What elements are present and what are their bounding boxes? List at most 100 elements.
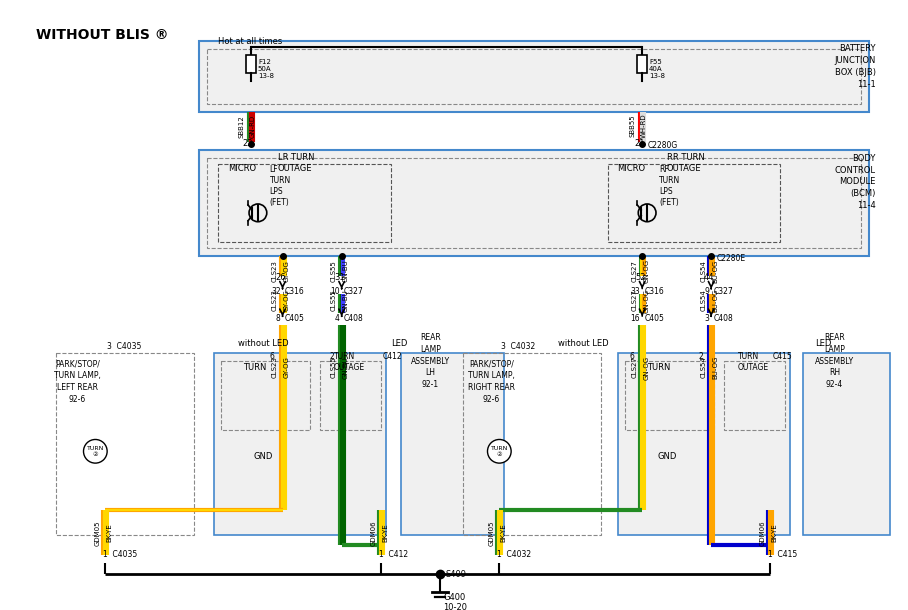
- Text: BU-OG: BU-OG: [712, 289, 718, 312]
- Text: BK-YE: BK-YE: [106, 524, 112, 542]
- Bar: [199, 150, 869, 256]
- Bar: [637, 55, 647, 73]
- Text: TURN: TURN: [243, 364, 267, 373]
- Bar: [320, 361, 381, 429]
- Text: 3  C4032: 3 C4032: [501, 342, 536, 351]
- Text: CLS55: CLS55: [331, 290, 337, 312]
- Bar: [219, 163, 391, 242]
- Text: GN-OG: GN-OG: [643, 356, 649, 379]
- Text: 2: 2: [698, 352, 704, 361]
- Text: CLS23: CLS23: [271, 290, 278, 312]
- Bar: [56, 353, 194, 535]
- Text: TURN
OUTAGE: TURN OUTAGE: [334, 352, 365, 373]
- Text: 1  C415: 1 C415: [768, 550, 797, 559]
- Text: 2: 2: [329, 352, 334, 361]
- Text: CLS54: CLS54: [700, 260, 706, 282]
- Bar: [626, 361, 714, 429]
- Text: GN-BU: GN-BU: [342, 260, 349, 282]
- Bar: [213, 353, 386, 535]
- Text: 3: 3: [705, 314, 709, 323]
- Text: 10: 10: [331, 287, 340, 296]
- Text: GN-OG: GN-OG: [643, 289, 649, 312]
- Text: CLS23: CLS23: [271, 260, 278, 282]
- Text: GY-OG: GY-OG: [283, 260, 290, 282]
- Text: WITHOUT BLIS ®: WITHOUT BLIS ®: [36, 27, 169, 41]
- Bar: [207, 49, 861, 104]
- Text: REAR
LAMP
ASSEMBLY
RH
92-4: REAR LAMP ASSEMBLY RH 92-4: [814, 333, 854, 389]
- Text: 1  C4032: 1 C4032: [498, 550, 531, 559]
- Text: CLS27: CLS27: [631, 290, 637, 312]
- Text: TURN: TURN: [647, 364, 670, 373]
- Text: LED: LED: [391, 339, 408, 348]
- Text: GND: GND: [657, 452, 676, 461]
- Text: 31: 31: [334, 273, 345, 282]
- Text: Hot at all times: Hot at all times: [219, 37, 282, 46]
- Text: REAR
LAMP
ASSEMBLY
LH
92-1: REAR LAMP ASSEMBLY LH 92-1: [410, 333, 449, 389]
- Text: CLS54: CLS54: [700, 357, 706, 378]
- Text: G400
10-20: G400 10-20: [443, 592, 467, 610]
- Text: GND: GND: [253, 452, 272, 461]
- Text: 22: 22: [242, 139, 253, 148]
- Bar: [246, 55, 256, 73]
- Text: C405: C405: [644, 314, 664, 323]
- Text: GN-BU: GN-BU: [342, 289, 349, 312]
- Text: 40A: 40A: [649, 66, 663, 72]
- Text: C316: C316: [284, 287, 304, 296]
- Text: GDM05: GDM05: [94, 520, 100, 546]
- Text: BK-YE: BK-YE: [500, 524, 507, 542]
- Text: 8: 8: [276, 314, 281, 323]
- Bar: [803, 353, 890, 535]
- Text: C316: C316: [644, 287, 664, 296]
- Bar: [617, 353, 790, 535]
- Text: CLS27: CLS27: [631, 260, 637, 282]
- Text: 16: 16: [631, 314, 640, 323]
- Text: 21: 21: [634, 139, 645, 148]
- Text: 4: 4: [335, 314, 340, 323]
- Text: CLS54: CLS54: [700, 290, 706, 312]
- Text: 13-8: 13-8: [258, 73, 274, 79]
- Circle shape: [84, 439, 107, 463]
- Text: PARK/STOP/
TURN LAMP,
RIGHT REAR
92-6: PARK/STOP/ TURN LAMP, RIGHT REAR 92-6: [468, 360, 515, 404]
- Text: CLS55: CLS55: [331, 260, 337, 282]
- Text: 3  C4035: 3 C4035: [107, 342, 142, 351]
- Bar: [222, 361, 311, 429]
- Text: GDM06: GDM06: [370, 520, 376, 546]
- Text: GN-RD: GN-RD: [250, 115, 256, 138]
- Bar: [199, 41, 869, 112]
- Text: GY-OG: GY-OG: [283, 290, 290, 312]
- Text: 9: 9: [705, 287, 709, 296]
- Text: without LED: without LED: [238, 339, 289, 348]
- Text: F12: F12: [258, 59, 271, 65]
- Text: 52: 52: [635, 273, 646, 282]
- Text: 6: 6: [270, 352, 274, 361]
- Text: C408: C408: [713, 314, 733, 323]
- Bar: [724, 361, 785, 429]
- Text: GN-BU: GN-BU: [342, 356, 349, 379]
- Text: LR TURN
OUTAGE: LR TURN OUTAGE: [278, 152, 314, 173]
- Text: C2280G: C2280G: [647, 142, 677, 150]
- Text: GDM06: GDM06: [759, 520, 765, 546]
- Text: CLS23: CLS23: [271, 357, 278, 378]
- Text: 50A: 50A: [258, 66, 271, 72]
- Text: F55: F55: [649, 59, 662, 65]
- Text: GN-OG: GN-OG: [643, 259, 649, 283]
- Text: RF
TURN
LPS
(FET): RF TURN LPS (FET): [659, 165, 680, 207]
- Text: TURN
②: TURN ②: [490, 446, 508, 457]
- Text: CLS27: CLS27: [631, 357, 637, 378]
- Text: 13-8: 13-8: [649, 73, 665, 79]
- Text: 1  C4035: 1 C4035: [104, 550, 137, 559]
- Text: 32: 32: [271, 287, 281, 296]
- Text: MICRO: MICRO: [617, 165, 646, 173]
- Bar: [463, 353, 601, 535]
- Text: SBB55: SBB55: [629, 115, 636, 137]
- Text: BU-OG: BU-OG: [712, 356, 718, 379]
- Text: BU-OG: BU-OG: [712, 259, 718, 282]
- Text: GY-OG: GY-OG: [283, 357, 290, 378]
- Text: 1  C412: 1 C412: [380, 550, 409, 559]
- Bar: [400, 353, 504, 535]
- Text: LF
TURN
LPS
(FET): LF TURN LPS (FET): [270, 165, 291, 207]
- Text: BK-YE: BK-YE: [771, 524, 777, 542]
- Text: WH-RD: WH-RD: [641, 114, 647, 138]
- Text: LED: LED: [814, 339, 831, 348]
- Bar: [607, 163, 780, 242]
